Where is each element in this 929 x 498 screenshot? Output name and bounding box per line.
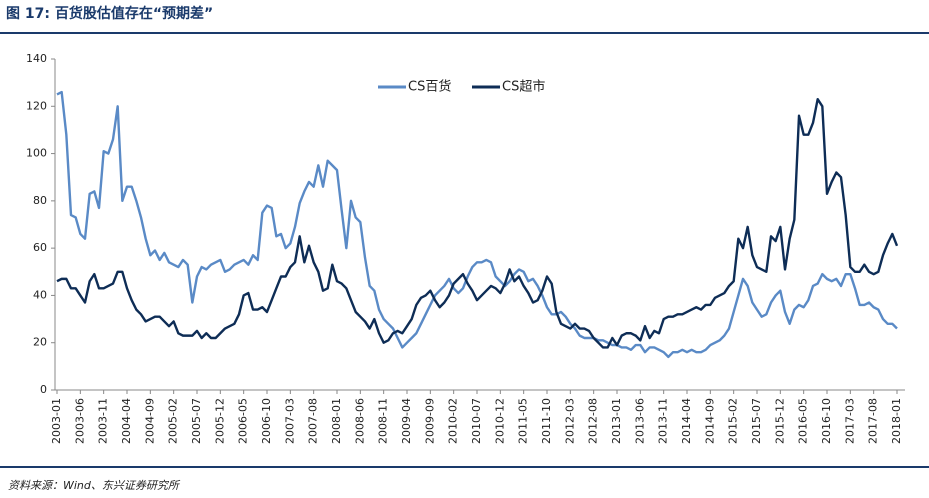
x-tick-label: 2009-04: [400, 398, 413, 444]
x-tick-label: 2011-10: [540, 398, 553, 444]
x-tick-label: 2010-07: [470, 398, 483, 444]
x-tick-label: 2015-02: [727, 398, 740, 444]
x-tick-label: 2018-01: [890, 398, 903, 444]
x-tick-label: 2007-03: [283, 398, 296, 444]
series-line: [56, 97, 899, 349]
y-tick-label: 60: [33, 241, 47, 254]
y-tick-label: 20: [33, 336, 47, 349]
x-tick-label: 2013-01: [610, 398, 623, 444]
y-tick-label: 100: [26, 147, 47, 160]
x-tick-label: 2015-07: [750, 398, 763, 444]
y-tick-label: 140: [26, 52, 47, 65]
x-tick-label: 2006-10: [260, 398, 273, 444]
x-tick-label: 2017-03: [843, 398, 856, 444]
x-tick-label: 2004-09: [143, 398, 156, 444]
x-tick-label: 2013-11: [657, 398, 670, 444]
chart-title: 图 17: 百货股估值存在“预期差”: [6, 5, 213, 22]
x-tick-label: 2014-04: [680, 398, 693, 444]
x-tick-label: 2017-08: [867, 398, 880, 444]
x-tick-label: 2015-12: [773, 398, 786, 444]
x-tick-label: 2005-12: [213, 398, 226, 444]
y-tick-label: 120: [26, 99, 47, 112]
y-tick-label: 40: [33, 288, 47, 301]
x-tick-label: 2008-11: [377, 398, 390, 444]
x-tick-label: 2016-05: [797, 398, 810, 444]
x-tick-label: 2003-06: [73, 398, 86, 444]
y-tick-label: 0: [40, 383, 47, 396]
x-tick-label: 2009-09: [423, 398, 436, 444]
x-tick-label: 2007-08: [307, 398, 320, 444]
x-tick-label: 2008-01: [330, 398, 343, 444]
x-tick-label: 2014-09: [703, 398, 716, 444]
x-tick-label: 2003-01: [50, 398, 63, 444]
x-tick-label: 2005-02: [167, 398, 180, 444]
x-tick-label: 2003-11: [97, 398, 110, 444]
x-tick-label: 2004-04: [120, 398, 133, 444]
x-tick-label: 2011-05: [517, 398, 530, 444]
legend-label: CS超市: [502, 79, 545, 95]
x-tick-label: 2012-03: [563, 398, 576, 444]
x-tick-label: 2005-07: [190, 398, 203, 444]
x-tick-label: 2006-05: [237, 398, 250, 444]
y-tick-label: 80: [33, 194, 47, 207]
x-tick-label: 2008-06: [353, 398, 366, 444]
legend-label: CS百货: [408, 79, 451, 95]
x-tick-label: 2013-06: [633, 398, 646, 444]
x-tick-label: 2016-10: [820, 398, 833, 444]
x-tick-label: 2010-02: [447, 398, 460, 444]
source-note: 资料来源：Wind、东兴证券研究所: [8, 479, 181, 492]
x-tick-label: 2010-12: [493, 398, 506, 444]
series-line: [56, 90, 898, 359]
x-tick-label: 2012-08: [587, 398, 600, 444]
